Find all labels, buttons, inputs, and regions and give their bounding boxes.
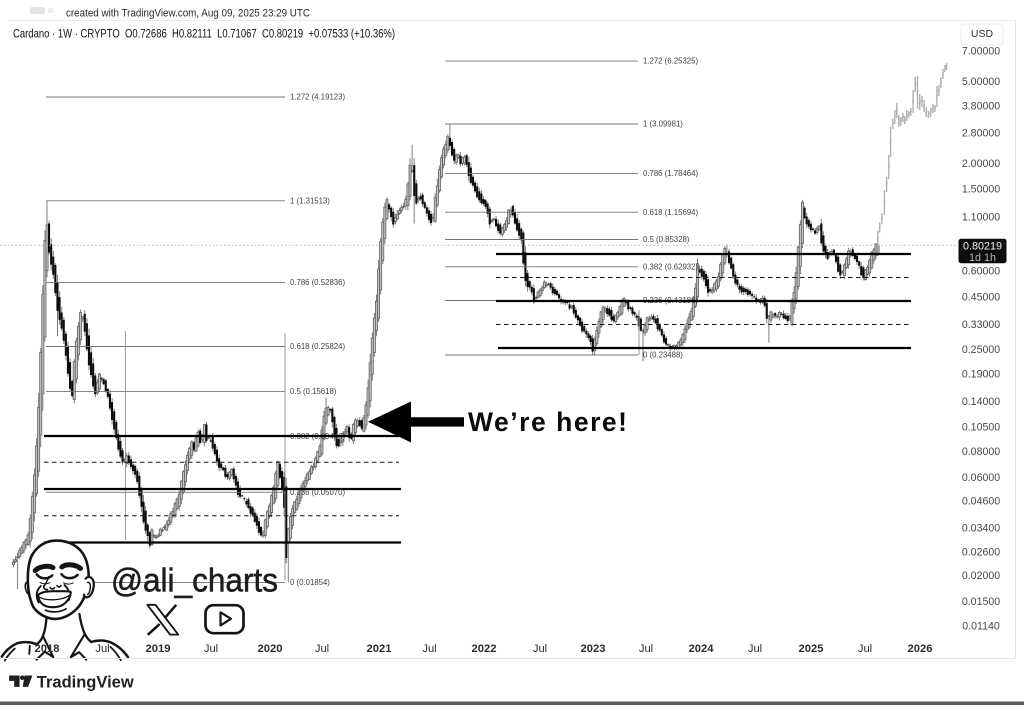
svg-text:@ali_charts: @ali_charts — [111, 563, 278, 600]
svg-text:Jul: Jul — [639, 643, 653, 655]
svg-text:1d 1h: 1d 1h — [969, 252, 996, 264]
svg-text:1.272 (4.19123): 1.272 (4.19123) — [290, 93, 345, 102]
svg-text:0.14000: 0.14000 — [962, 396, 1000, 408]
svg-text:0.06000: 0.06000 — [962, 472, 1000, 484]
svg-text:Cardano · 1W · CRYPTO O0.7268: Cardano · 1W · CRYPTO O0.72686 H0.82111 … — [13, 27, 395, 41]
svg-text:2023: 2023 — [581, 643, 606, 655]
svg-text:0.02600: 0.02600 — [962, 547, 1000, 559]
svg-text:2019: 2019 — [146, 643, 171, 655]
svg-text:created with TradingView.com,: created with TradingView.com, Aug 09, 20… — [66, 8, 310, 20]
svg-text:0.03400: 0.03400 — [962, 523, 1000, 535]
svg-text:0.01500: 0.01500 — [962, 596, 1000, 608]
svg-text:2020: 2020 — [258, 643, 283, 655]
svg-text:Jul: Jul — [422, 643, 436, 655]
svg-text:Jul: Jul — [533, 643, 547, 655]
svg-text:5.00000: 5.00000 — [962, 76, 1000, 88]
svg-text:0.80219: 0.80219 — [963, 241, 1002, 253]
svg-text:We’re here!: We’re here! — [468, 407, 627, 437]
svg-text:0.236 (0.05070): 0.236 (0.05070) — [290, 488, 345, 497]
svg-text:USD: USD — [971, 28, 994, 40]
svg-text:1.272 (6.25325): 1.272 (6.25325) — [643, 57, 698, 66]
svg-text:2.00000: 2.00000 — [962, 158, 1000, 170]
svg-text:7.00000: 7.00000 — [962, 46, 1000, 58]
svg-text:0.618 (0.25824): 0.618 (0.25824) — [290, 342, 345, 351]
svg-text:0.04600: 0.04600 — [962, 496, 1000, 508]
svg-text:Jul: Jul — [204, 643, 218, 655]
svg-text:2026: 2026 — [908, 643, 933, 655]
svg-text:0.5 (0.85328): 0.5 (0.85328) — [643, 235, 690, 244]
svg-text:Jul: Jul — [315, 643, 329, 655]
svg-text:0.5 (0.15618): 0.5 (0.15618) — [290, 387, 337, 396]
svg-text:0.08000: 0.08000 — [962, 446, 1000, 458]
svg-text:2022: 2022 — [472, 643, 497, 655]
svg-text:1.50000: 1.50000 — [962, 184, 1000, 196]
svg-text:2.80000: 2.80000 — [962, 128, 1000, 140]
svg-text:0.618 (1.15694): 0.618 (1.15694) — [643, 208, 698, 217]
svg-text:0.786 (1.78464): 0.786 (1.78464) — [643, 169, 698, 178]
svg-text:0.45000: 0.45000 — [962, 291, 1000, 303]
svg-text:0.19000: 0.19000 — [962, 369, 1000, 381]
svg-text:0.25000: 0.25000 — [962, 344, 1000, 356]
svg-text:0.33000: 0.33000 — [962, 319, 1000, 331]
svg-text:2024: 2024 — [689, 643, 715, 655]
svg-text:3.80000: 3.80000 — [962, 100, 1000, 112]
svg-text:2025: 2025 — [799, 643, 824, 655]
svg-text:Jul: Jul — [858, 643, 872, 655]
svg-text:0.60000: 0.60000 — [962, 266, 1000, 278]
svg-text:0 (0.23488): 0 (0.23488) — [643, 351, 683, 360]
svg-text:TradingView: TradingView — [37, 674, 134, 692]
svg-text:2018: 2018 — [35, 643, 60, 655]
svg-text:0.10500: 0.10500 — [962, 422, 1000, 434]
svg-text:1.10000: 1.10000 — [962, 211, 1000, 223]
svg-text:2021: 2021 — [367, 643, 392, 655]
svg-text:Jul: Jul — [95, 643, 109, 655]
svg-text:0 (0.01854): 0 (0.01854) — [290, 578, 330, 587]
svg-text:1 (3.09981): 1 (3.09981) — [643, 120, 683, 129]
svg-text:0.02000: 0.02000 — [962, 570, 1000, 582]
svg-text:0.382 (0.62932): 0.382 (0.62932) — [643, 262, 698, 271]
svg-text:Jul: Jul — [748, 643, 762, 655]
svg-text:0.786 (0.52836): 0.786 (0.52836) — [290, 278, 345, 287]
svg-text:0.01140: 0.01140 — [962, 621, 1000, 633]
svg-text:1 (1.31513): 1 (1.31513) — [290, 196, 330, 205]
